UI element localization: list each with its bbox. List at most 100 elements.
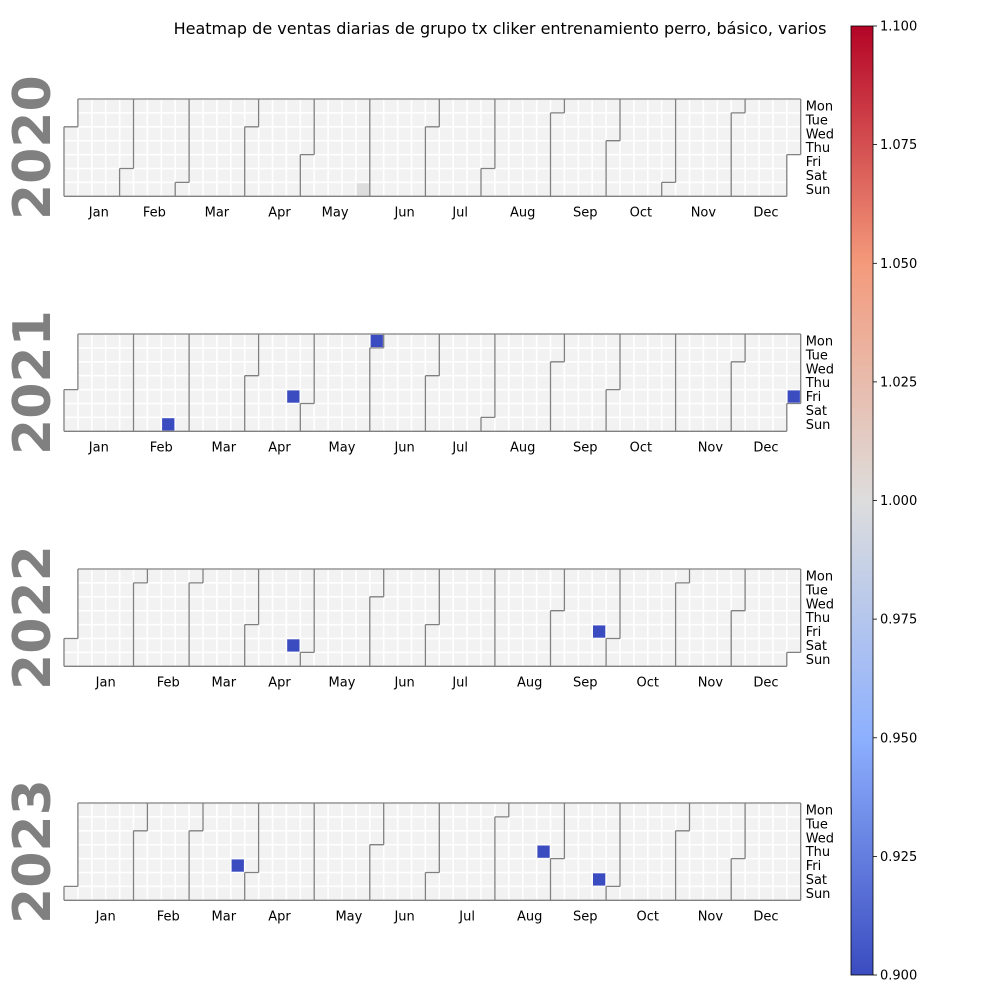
day-cell xyxy=(565,817,578,830)
day-cell xyxy=(662,404,675,417)
day-cell xyxy=(704,169,717,182)
day-cell xyxy=(704,99,717,113)
day-cell xyxy=(773,625,786,638)
day-cell xyxy=(732,141,745,154)
day-cell xyxy=(259,625,272,638)
day-cell xyxy=(176,362,189,375)
day-cell xyxy=(203,183,217,196)
day-cell xyxy=(620,418,634,431)
day-cell xyxy=(398,418,411,431)
day-cell xyxy=(676,639,689,652)
day-cell xyxy=(440,859,453,872)
day-cell xyxy=(162,887,175,900)
day-cell xyxy=(454,653,467,666)
day-cell xyxy=(148,183,161,196)
day-cell xyxy=(259,113,272,126)
day-cell xyxy=(537,376,550,389)
month-boundaries xyxy=(63,98,802,197)
day-cell xyxy=(648,859,661,872)
day-cell xyxy=(745,569,759,583)
day-cell xyxy=(78,583,91,596)
day-cell xyxy=(106,625,119,638)
day-cell xyxy=(745,390,759,403)
data-cell xyxy=(537,845,550,858)
day-cell xyxy=(620,873,634,886)
day-cell xyxy=(203,653,217,666)
day-cell xyxy=(203,887,217,900)
day-cell xyxy=(134,873,147,886)
day-cell xyxy=(245,127,258,140)
day-cell xyxy=(176,141,189,154)
day-cell xyxy=(745,348,759,361)
day-cell xyxy=(189,859,203,872)
day-cell xyxy=(732,183,745,196)
day-cell xyxy=(78,418,91,431)
day-cell xyxy=(356,639,369,652)
day-cell xyxy=(454,390,467,403)
day-cell xyxy=(495,113,508,126)
day-cell xyxy=(620,583,634,596)
day-cell xyxy=(454,127,467,140)
day-cell xyxy=(273,653,286,666)
day-cell xyxy=(648,583,661,596)
day-cell xyxy=(537,597,550,610)
day-cell xyxy=(120,859,133,872)
day-cell xyxy=(440,639,453,652)
day-cell xyxy=(134,831,147,844)
day-cell xyxy=(467,831,481,844)
day-cell xyxy=(301,803,314,817)
day-cell xyxy=(384,113,397,126)
day-cell xyxy=(787,597,800,610)
month-label: Aug xyxy=(517,675,542,690)
day-cell xyxy=(134,376,147,389)
day-cell xyxy=(134,113,147,126)
day-cell xyxy=(676,141,689,154)
day-cell xyxy=(384,625,397,638)
day-cell xyxy=(162,99,175,113)
day-cell xyxy=(356,348,369,361)
day-cell xyxy=(148,873,161,886)
day-cell xyxy=(481,404,495,417)
day-cell xyxy=(537,183,550,196)
day-cell xyxy=(120,639,133,652)
day-cell xyxy=(509,831,522,844)
day-cell xyxy=(203,127,217,140)
day-cell xyxy=(634,831,647,844)
day-cell xyxy=(203,99,217,113)
day-cell xyxy=(481,334,495,348)
day-cell xyxy=(454,376,467,389)
day-cell xyxy=(676,376,689,389)
day-cell xyxy=(509,334,522,348)
day-cell xyxy=(565,334,578,348)
day-cell xyxy=(481,817,495,830)
day-cell xyxy=(259,404,272,417)
day-cell xyxy=(273,569,286,583)
day-cell xyxy=(732,169,745,182)
day-cell xyxy=(481,859,495,872)
day-cell xyxy=(773,334,786,348)
day-cell xyxy=(342,873,356,886)
day-cell xyxy=(189,625,203,638)
day-cell xyxy=(426,597,439,610)
day-cell xyxy=(745,127,759,140)
day-cell xyxy=(454,348,467,361)
day-cell xyxy=(537,113,550,126)
day-cell xyxy=(259,390,272,403)
day-cell xyxy=(356,859,369,872)
day-cell xyxy=(676,99,689,113)
day-cell xyxy=(370,155,383,168)
day-cell xyxy=(176,583,189,596)
day-cell xyxy=(495,611,508,624)
day-cell xyxy=(565,362,578,375)
day-cell xyxy=(217,583,230,596)
day-cell xyxy=(370,639,383,652)
day-cell xyxy=(92,639,105,652)
day-cell xyxy=(454,418,467,431)
day-cell xyxy=(467,625,481,638)
day-cell xyxy=(759,127,773,140)
day-cell xyxy=(245,362,258,375)
day-cell xyxy=(745,611,759,624)
chart-title: Heatmap de ventas diarias de grupo tx cl… xyxy=(174,19,827,38)
day-cell xyxy=(398,859,411,872)
day-cell xyxy=(579,183,592,196)
